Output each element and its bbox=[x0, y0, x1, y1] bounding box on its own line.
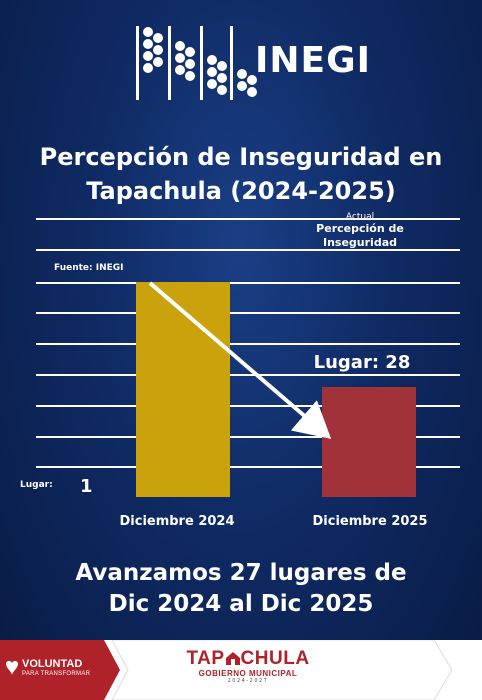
caption-small: Actual bbox=[346, 212, 374, 222]
logo-dot bbox=[217, 61, 227, 71]
trend-arrow bbox=[148, 281, 332, 439]
logo-dot bbox=[153, 33, 163, 43]
tap-brand-b: CHULA bbox=[240, 648, 310, 669]
logo-dot bbox=[217, 85, 227, 95]
voluntad-text: VOLUNTAD PARA TRANSFORMAR bbox=[22, 659, 90, 679]
logo-dot bbox=[185, 47, 195, 57]
logo-dot bbox=[175, 41, 185, 51]
title-line-2: Tapachula (2024-2025) bbox=[86, 177, 396, 205]
logo-dot bbox=[207, 55, 217, 65]
caption-main: Percepción de bbox=[316, 222, 404, 235]
summary-line-2: Dic 2024 al Dic 2025 bbox=[108, 591, 374, 617]
logo-dot bbox=[217, 73, 227, 83]
church-icon bbox=[225, 649, 241, 665]
logo-dot bbox=[143, 51, 153, 61]
bar-dic-2025 bbox=[322, 387, 416, 497]
bar1-axis-label: Lugar: bbox=[20, 480, 53, 490]
logo-dot bbox=[185, 59, 195, 69]
logo-dot bbox=[153, 57, 163, 67]
bottom-brand-bar: VOLUNTAD PARA TRANSFORMAR TAP CHULA GOBI… bbox=[0, 640, 482, 700]
bar-dic-2024 bbox=[136, 282, 230, 497]
logo-dot bbox=[143, 63, 153, 73]
logo-dot bbox=[207, 67, 217, 77]
inegi-logo bbox=[136, 26, 257, 100]
summary-text: Avanzamos 27 lugares de Dic 2024 al Dic … bbox=[0, 558, 482, 620]
bar2-value-label: Lugar: 28 bbox=[314, 352, 411, 373]
logo-dot bbox=[175, 65, 185, 75]
logo-dot bbox=[143, 39, 153, 49]
voluntad-sub: PARA TRANSFORMAR bbox=[22, 671, 91, 677]
logo-dot bbox=[247, 75, 257, 85]
category-label-1: Diciembre 2025 bbox=[312, 514, 427, 529]
tap-years: 2024-2027 bbox=[227, 678, 269, 684]
category-label-0: Diciembre 2024 bbox=[119, 514, 234, 529]
logo-dot bbox=[185, 71, 195, 81]
logo-dot bbox=[143, 27, 153, 37]
caption-main-2: Inseguridad bbox=[323, 236, 397, 249]
logo-dot bbox=[237, 69, 247, 79]
logo-dot bbox=[207, 79, 217, 89]
logo-dot bbox=[153, 45, 163, 55]
tap-brand-a: TAP bbox=[186, 648, 225, 669]
bar-chart: Actual Percepción de Inseguridad Fuente:… bbox=[20, 212, 460, 529]
chart-title: Percepción de Inseguridad en Tapachula (… bbox=[0, 140, 482, 208]
summary-line-1: Avanzamos 27 lugares de bbox=[75, 560, 407, 586]
inegi-wordmark: INEGI bbox=[255, 40, 372, 81]
voluntad-badge bbox=[0, 640, 120, 700]
logo-dot bbox=[175, 53, 185, 63]
title-line-1: Percepción de Inseguridad en bbox=[39, 143, 443, 171]
logo-dot bbox=[247, 87, 257, 97]
stripe-bar bbox=[112, 640, 452, 700]
source-label: Fuente: INEGI bbox=[54, 263, 124, 273]
bar1-value-label: 1 bbox=[80, 476, 93, 497]
voluntad-brand: VOLUNTAD bbox=[22, 658, 83, 670]
tap-sub: GOBIERNO MUNICIPAL bbox=[198, 669, 298, 678]
tapachula-logo: TAP CHULA GOBIERNO MUNICIPAL 2024-2027 bbox=[183, 648, 313, 684]
logo-dot bbox=[237, 81, 247, 91]
